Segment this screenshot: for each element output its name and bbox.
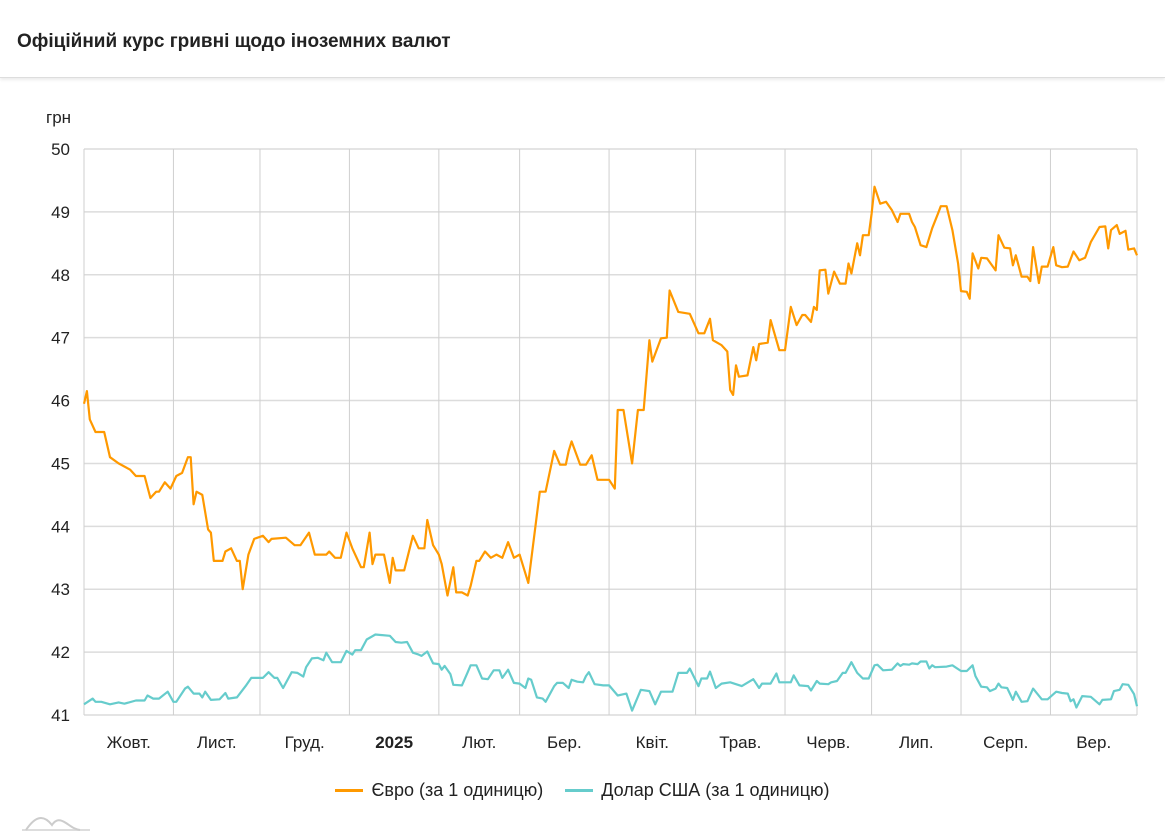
y-tick-label: 48: [51, 266, 70, 285]
x-tick-label: Бер.: [547, 733, 582, 752]
y-tick-label: 44: [51, 517, 70, 536]
legend: Євро (за 1 одиницю) Долар США (за 1 один…: [0, 780, 1165, 801]
y-tick-label: 43: [51, 580, 70, 599]
euro-series-line: [82, 185, 1139, 597]
header-bar: Офіційний курс гривні щодо іноземних вал…: [0, 0, 1165, 78]
x-ticks: Жовт. Лист. Груд. 2025 Лют. Бер. Квіт. Трав. Чер…: [107, 733, 1112, 752]
grid: [83, 148, 1138, 716]
legend-label-usd: Долар США (за 1 одиницю): [601, 780, 830, 800]
usd-series-line: [83, 633, 1139, 712]
x-tick-label: Лист.: [197, 733, 237, 752]
x-tick-label: Лют.: [462, 733, 496, 752]
y-tick-label: 45: [51, 454, 70, 473]
legend-swatch-euro: [335, 789, 364, 792]
y-tick-label: 41: [51, 706, 70, 725]
x-tick-label: Серп.: [983, 733, 1028, 752]
logo-icon: [22, 817, 90, 831]
series-lines: [82, 185, 1139, 712]
y-tick-label: 49: [51, 203, 70, 222]
legend-item-euro[interactable]: Євро (за 1 одиницю): [335, 780, 543, 801]
x-tick-label: Квіт.: [636, 733, 669, 752]
x-tick-label: 2025: [375, 733, 413, 752]
x-tick-label: Трав.: [719, 733, 761, 752]
page-title: Офіційний курс гривні щодо іноземних вал…: [17, 31, 451, 52]
y-ticks: 41 42 43 44 45 46 47 48 49 50: [51, 140, 70, 725]
y-tick-label: 46: [51, 392, 70, 411]
x-tick-label: Груд.: [285, 733, 325, 752]
legend-label-euro: Євро (за 1 одиницю): [371, 780, 544, 800]
y-tick-label: 42: [51, 643, 70, 662]
x-tick-label: Вер.: [1076, 733, 1111, 752]
y-tick-label: 47: [51, 329, 70, 348]
x-tick-label: Лип.: [899, 733, 934, 752]
y-tick-label: 50: [51, 140, 70, 159]
x-tick-label: Жовт.: [107, 733, 151, 752]
legend-swatch-usd: [565, 789, 594, 792]
x-tick-label: Черв.: [806, 733, 850, 752]
y-axis-unit: грн: [46, 108, 71, 127]
legend-item-usd[interactable]: Долар США (за 1 одиницю): [565, 780, 830, 801]
